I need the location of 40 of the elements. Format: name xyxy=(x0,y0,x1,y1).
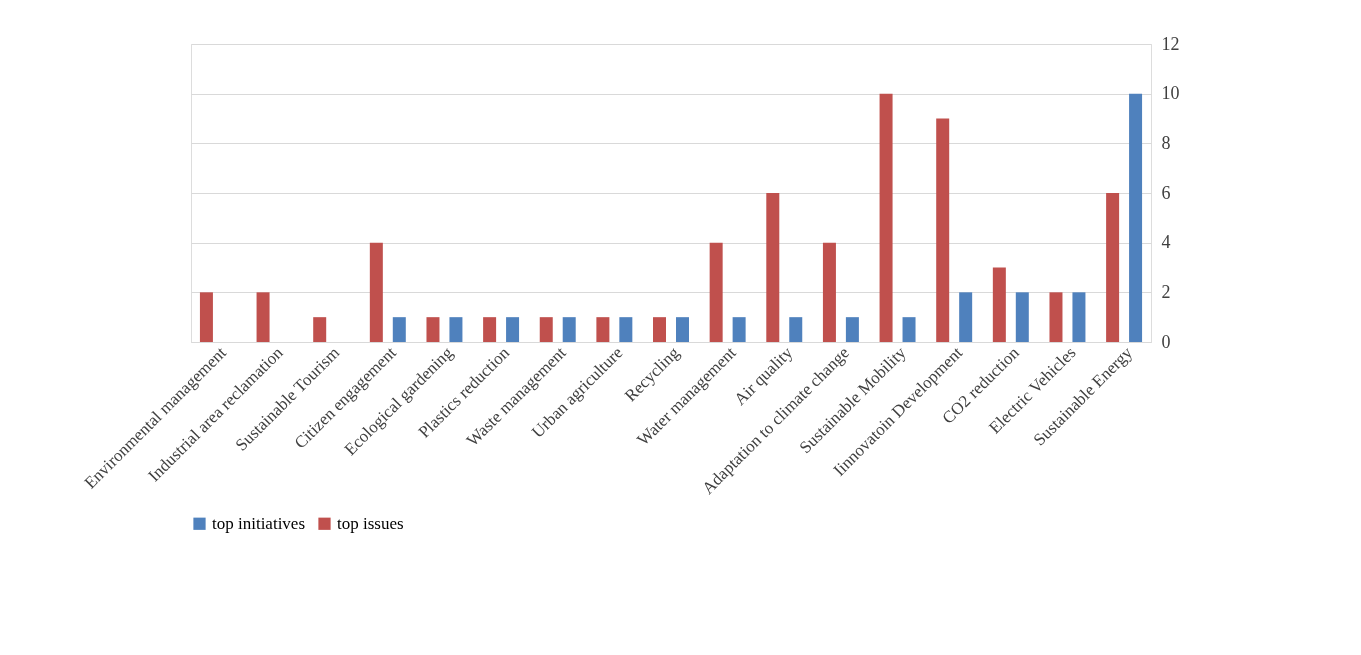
bar xyxy=(992,267,1006,342)
bar xyxy=(879,93,893,342)
y-tick-label: 10 xyxy=(1161,83,1180,104)
bar xyxy=(539,317,553,342)
legend-label: top initiatives xyxy=(212,513,306,533)
legend-label: top issues xyxy=(337,513,404,533)
bar xyxy=(449,317,463,342)
bar xyxy=(959,292,973,342)
y-tick-label: 12 xyxy=(1161,33,1180,54)
bar xyxy=(845,317,859,342)
bar xyxy=(789,317,803,342)
bar xyxy=(619,317,633,342)
y-tick-label: 2 xyxy=(1161,281,1171,302)
bar xyxy=(1106,193,1120,342)
bar xyxy=(936,118,950,342)
bar xyxy=(1049,292,1063,342)
bar xyxy=(1015,292,1029,342)
bar xyxy=(653,317,667,342)
y-tick-label: 8 xyxy=(1161,132,1171,153)
bar xyxy=(596,317,610,342)
bar xyxy=(369,242,383,342)
bar xyxy=(1129,93,1143,342)
bar xyxy=(766,193,780,342)
bar xyxy=(506,317,520,342)
bar xyxy=(709,242,723,342)
bar xyxy=(483,317,497,342)
bar xyxy=(562,317,576,342)
y-tick-label: 0 xyxy=(1161,331,1171,352)
y-tick-label: 6 xyxy=(1161,182,1171,203)
bar xyxy=(675,317,689,342)
bar xyxy=(426,317,440,342)
bar xyxy=(199,292,213,342)
bar xyxy=(732,317,746,342)
bar xyxy=(902,317,916,342)
bar xyxy=(392,317,406,342)
y-tick-label: 4 xyxy=(1161,232,1171,253)
bar xyxy=(313,317,327,342)
bar xyxy=(822,242,836,342)
bar xyxy=(256,292,270,342)
bar xyxy=(1072,292,1086,342)
